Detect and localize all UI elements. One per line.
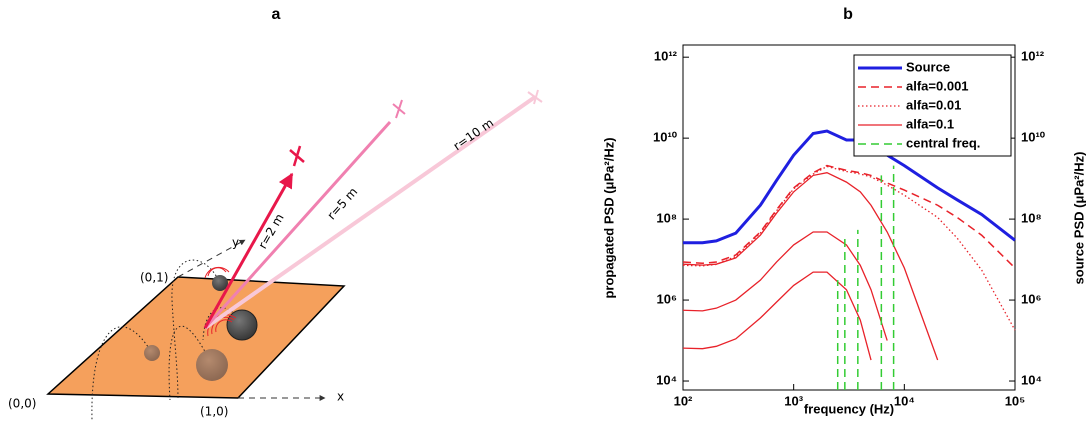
particle xyxy=(227,310,257,340)
corner-label: (0,0) xyxy=(8,397,36,411)
legend-label: alfa=0.1 xyxy=(906,116,954,131)
y-axis-title: propagated PSD (μPa²/Hz) xyxy=(601,137,616,298)
panel-a: a x y (0,1) (0,0) (1,0) r=2 m r=5 m r=10… xyxy=(8,6,542,420)
corner-label: (0,1) xyxy=(140,271,168,285)
legend-label: alfa=0.01 xyxy=(906,97,961,112)
axis-label: x xyxy=(337,390,344,404)
y2-tick-label: 10⁶ xyxy=(1021,291,1041,306)
x-tick-label: 10³ xyxy=(784,393,803,408)
y2-axis-title: source PSD (μPa²/Hz) xyxy=(1071,152,1086,285)
x-tick-label: 10⁵ xyxy=(1005,393,1026,408)
distance-label: r=10 m xyxy=(451,116,497,154)
legend-label: central freq. xyxy=(906,135,980,150)
series-line xyxy=(683,232,887,341)
series-line xyxy=(683,272,871,360)
x-axis-title: frequency (Hz) xyxy=(804,401,894,416)
receiver xyxy=(290,146,304,166)
axis-label: y xyxy=(232,236,239,250)
series-line xyxy=(683,173,938,360)
chart-title: b xyxy=(843,6,853,23)
y2-tick-label: 10¹² xyxy=(1021,49,1045,64)
receiver xyxy=(393,100,405,118)
y-tick-label: 10⁸ xyxy=(656,211,677,226)
plane xyxy=(48,277,344,398)
y-tick-label: 10¹² xyxy=(654,49,678,64)
page: a x y (0,1) (0,0) (1,0) r=2 m r=5 m r=10… xyxy=(0,0,1092,425)
legend-label: Source xyxy=(906,59,950,74)
x-tick-label: 10² xyxy=(674,393,693,408)
legend-label: alfa=0.001 xyxy=(906,78,969,93)
figure: a x y (0,1) (0,0) (1,0) r=2 m r=5 m r=10… xyxy=(0,0,1092,425)
y-tick-label: 10⁴ xyxy=(656,372,677,387)
y-tick-label: 10¹⁰ xyxy=(653,130,678,145)
panel-b: b frequency (Hz) propagated PSD (μPa²/Hz… xyxy=(601,6,1086,416)
particle xyxy=(196,349,228,381)
y2-tick-label: 10¹⁰ xyxy=(1021,130,1046,145)
panel-title: a xyxy=(272,6,281,23)
y2-tick-label: 10⁸ xyxy=(1021,211,1042,226)
y-tick-label: 10⁶ xyxy=(657,291,677,306)
y2-tick-label: 10⁴ xyxy=(1021,372,1042,387)
series-line xyxy=(683,166,1015,268)
x-tick-label: 10⁴ xyxy=(894,393,915,408)
particle xyxy=(144,345,160,361)
corner-label: (1,0) xyxy=(200,405,228,419)
